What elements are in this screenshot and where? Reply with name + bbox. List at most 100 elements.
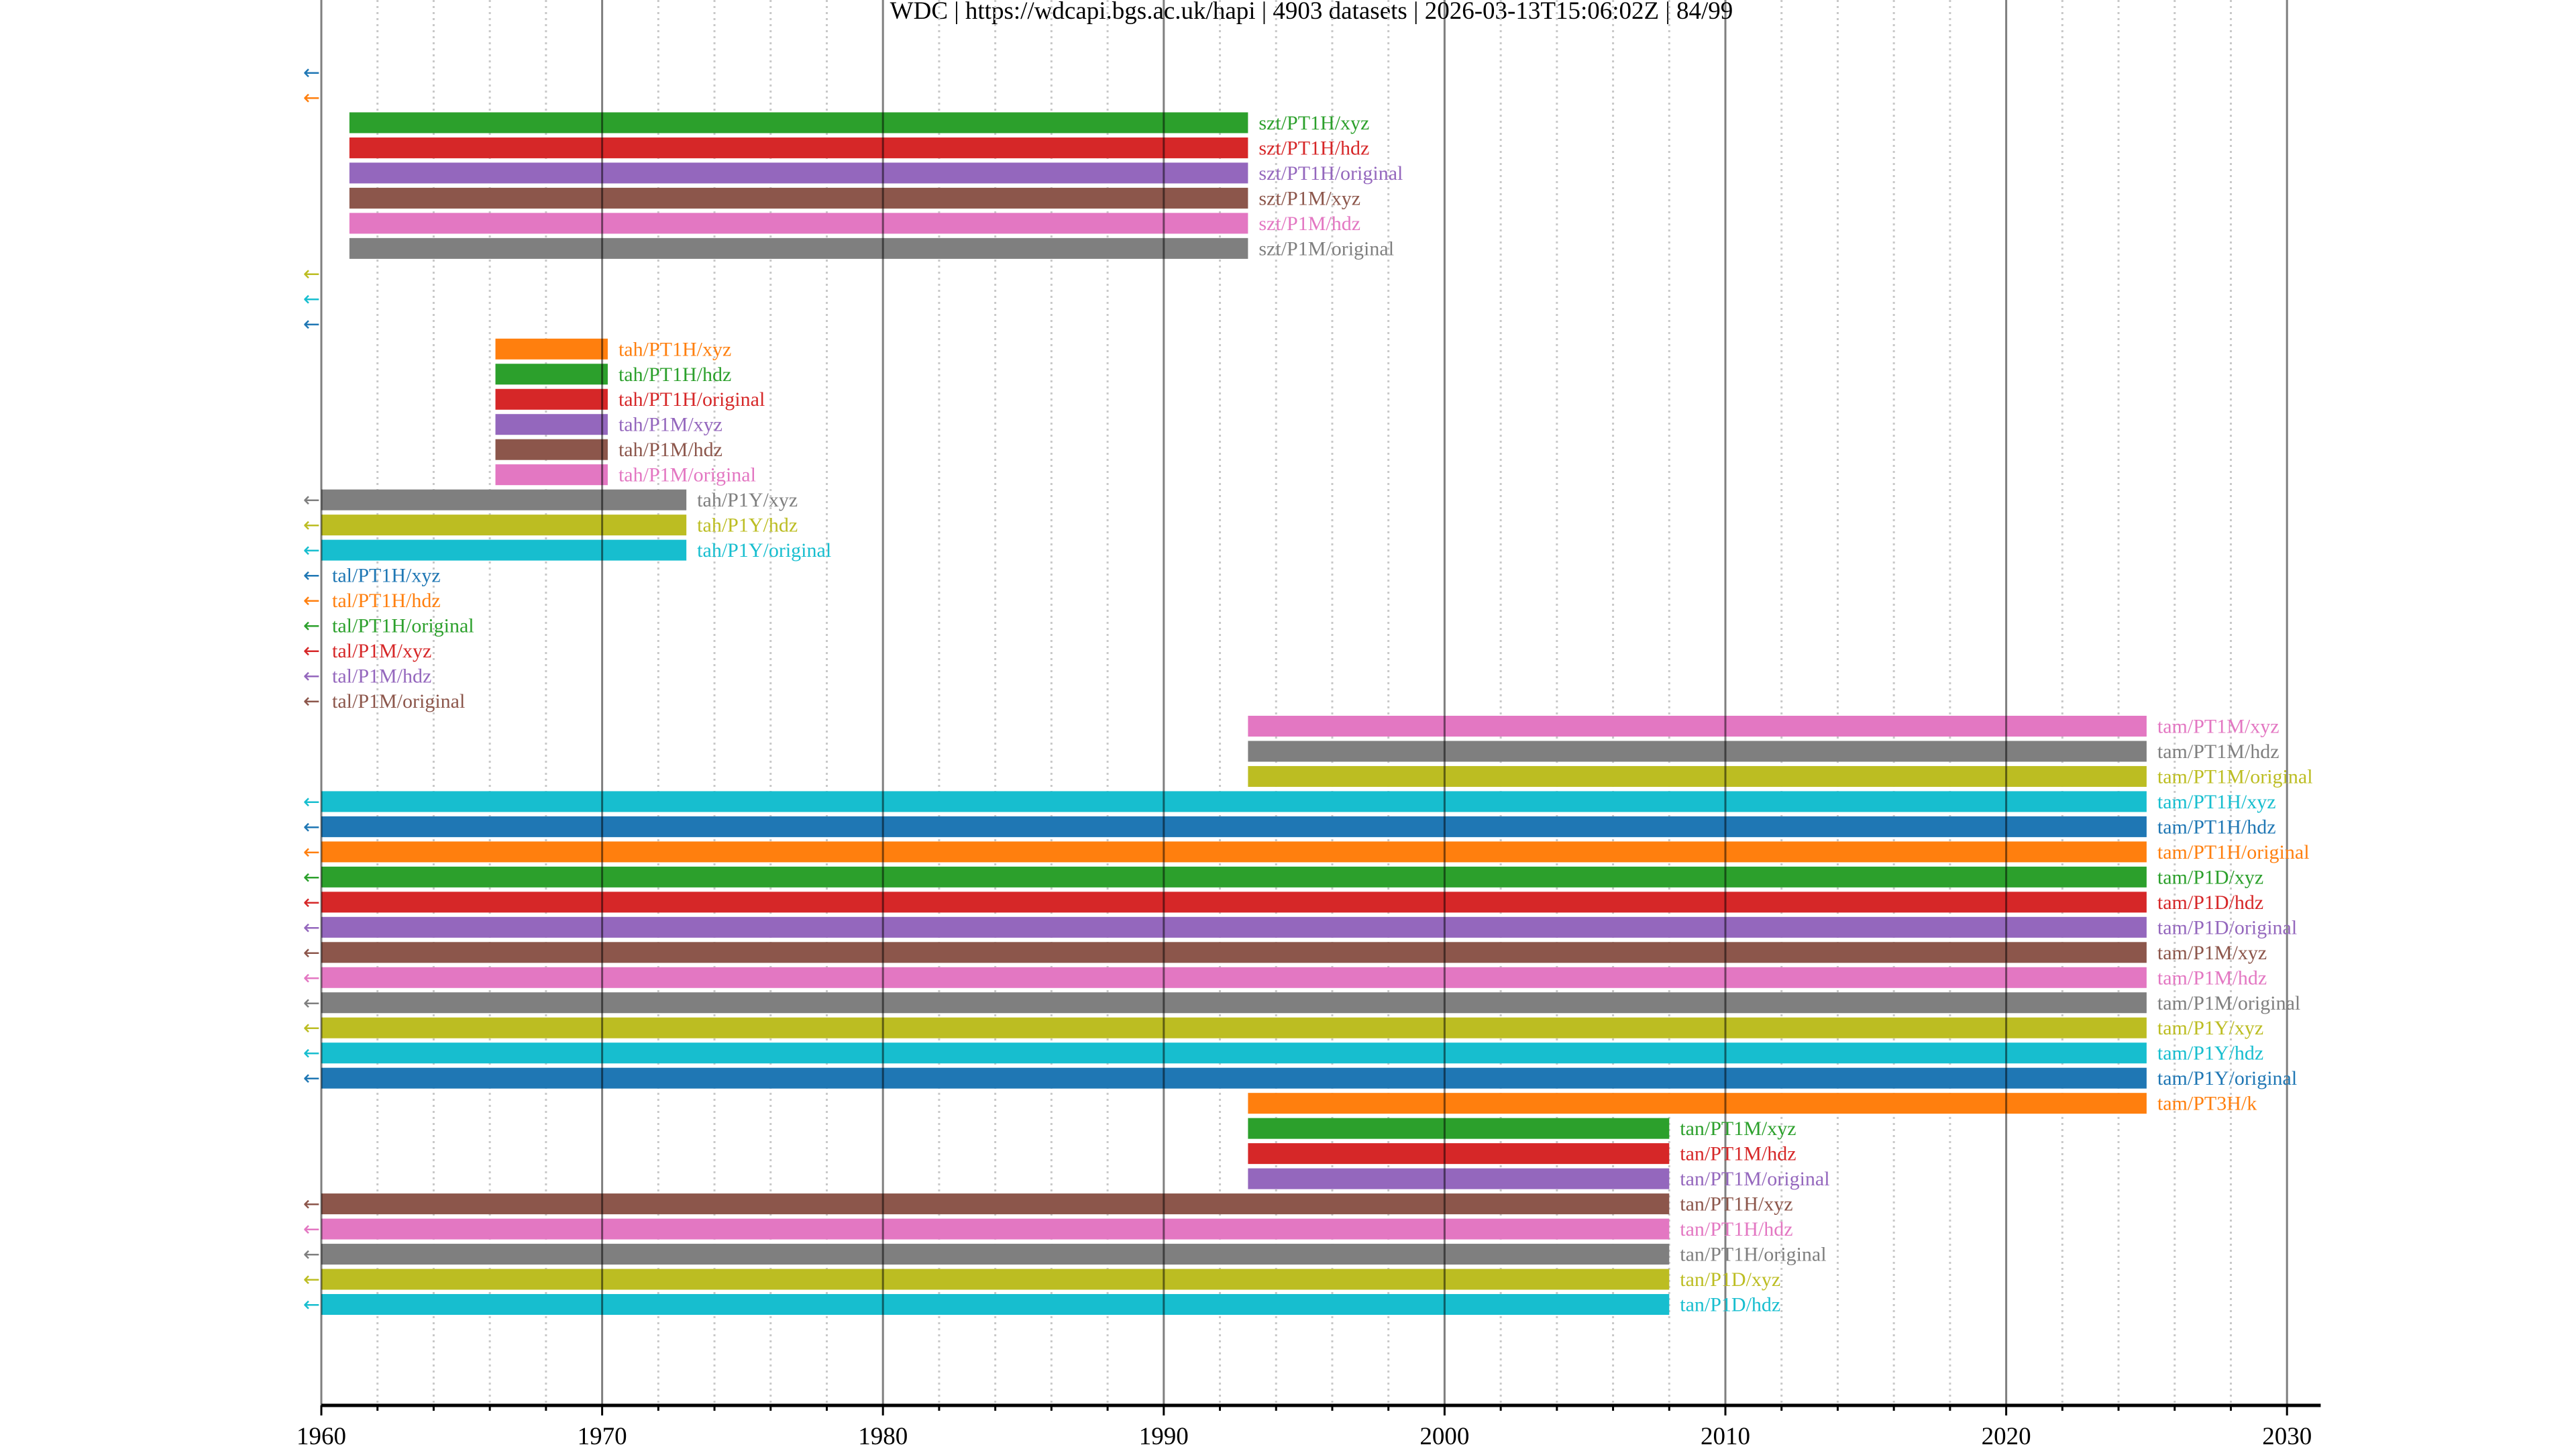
left-arrow-icon: ← [303, 589, 320, 612]
left-arrow-icon: ← [303, 841, 320, 864]
row-label: szt/PT1H/hdz [1258, 137, 1369, 159]
bar-tah-p1y-hdz [321, 515, 687, 536]
x-tick-label: 1970 [578, 1423, 627, 1449]
bar-szt-pt1h-original [349, 162, 1248, 184]
bar-tah-p1y-original [321, 539, 687, 561]
row-label: tam/P1M/hdz [2157, 967, 2267, 989]
row-label: tah/PT1H/hdz [619, 364, 731, 386]
bar-tan-p1d-xyz [321, 1269, 1670, 1290]
row-label: tam/P1D/original [2157, 916, 2297, 938]
left-arrow-icon: ← [303, 1016, 320, 1040]
bar-tam-pt1h-hdz [321, 816, 2147, 837]
row-label: tan/P1D/hdz [1680, 1294, 1780, 1316]
left-arrow-icon: ← [303, 916, 320, 939]
row-label: tam/PT1M/hdz [2157, 741, 2279, 763]
bar-tam-p1d-xyz [321, 866, 2147, 888]
row-label: tal/P1M/hdz [332, 665, 431, 688]
left-arrow-icon: ← [303, 1193, 320, 1216]
bar-tam-p1d-hdz [321, 892, 2147, 913]
left-arrow-icon: ← [303, 665, 320, 688]
row-label: tan/PT1M/xyz [1680, 1118, 1796, 1140]
left-arrow-icon: ← [303, 539, 320, 562]
row-label: szt/P1M/hdz [1258, 213, 1360, 235]
bar-tan-pt1h-xyz [321, 1193, 1670, 1215]
bar-szt-p1m-xyz [349, 187, 1248, 209]
bar-tam-pt1h-xyz [321, 791, 2147, 812]
bar-tan-pt1h-original [321, 1244, 1670, 1265]
row-label: tam/P1Y/xyz [2157, 1017, 2263, 1039]
row-label: tah/P1Y/xyz [697, 489, 798, 511]
x-tick-label: 1990 [1139, 1423, 1189, 1449]
x-tick-label: 1980 [858, 1423, 908, 1449]
left-arrow-icon: ← [303, 1067, 320, 1090]
bar-szt-p1m-original [349, 237, 1248, 259]
bar-tam-p1y-xyz [321, 1017, 2147, 1038]
bar-tah-pt1h-original [495, 388, 608, 410]
chart-title: WDC | https://wdcapi.bgs.ac.uk/hapi | 49… [890, 0, 1733, 25]
row-labels-group: szt/PT1H/xyz szt/PT1H/hdz szt/PT1H/origina… [332, 112, 2313, 1316]
row-label: tam/P1D/hdz [2157, 892, 2263, 914]
x-tick-label: 2000 [1419, 1423, 1469, 1449]
x-tick-label: 2020 [1982, 1423, 2031, 1449]
row-label: tah/P1M/original [619, 464, 756, 486]
bar-tam-p1y-original [321, 1067, 2147, 1089]
bar-tam-pt1m-hdz [1248, 741, 2147, 762]
row-label: tal/P1M/xyz [332, 640, 431, 662]
x-axis: 1960 1970 1980 1990 2000 2010 2020 2030 [297, 1403, 2321, 1449]
bar-szt-pt1h-xyz [349, 112, 1248, 133]
row-label: tah/P1Y/original [697, 539, 831, 561]
x-tick-label: 2030 [2262, 1423, 2312, 1449]
row-label: tam/P1D/xyz [2157, 866, 2263, 888]
bar-tah-pt1h-xyz [495, 338, 608, 360]
left-arrow-icon: ← [303, 86, 320, 109]
row-label: tal/PT1H/hdz [332, 590, 441, 612]
row-label: tam/P1M/original [2157, 992, 2300, 1014]
bar-tah-p1m-xyz [495, 414, 608, 435]
bars-group [321, 112, 2147, 1316]
bar-tam-p1m-hdz [321, 967, 2147, 988]
row-label: tam/P1M/xyz [2157, 942, 2267, 964]
left-arrow-icon: ← [303, 790, 320, 814]
row-label: szt/P1M/original [1258, 237, 1394, 260]
x-tick-label: 1960 [297, 1423, 346, 1449]
left-arrow-icon: ← [303, 614, 320, 638]
row-label: tam/PT1H/original [2157, 841, 2310, 863]
row-label: tam/PT1M/original [2157, 765, 2313, 788]
bar-tam-pt1m-xyz [1248, 715, 2147, 737]
left-arrow-icon: ← [303, 313, 320, 336]
bar-tan-pt1m-original [1248, 1168, 1670, 1189]
left-arrow-icon: ← [303, 941, 320, 965]
row-label: szt/PT1H/original [1258, 162, 1403, 184]
bar-tam-p1d-original [321, 916, 2147, 938]
row-label: tam/PT1H/xyz [2157, 791, 2276, 813]
left-arrow-icon: ← [303, 690, 320, 713]
bar-tan-pt1m-xyz [1248, 1118, 1670, 1139]
row-label: tah/PT1H/original [619, 388, 765, 411]
left-arrow-icon: ← [303, 815, 320, 839]
bar-tam-p1y-hdz [321, 1042, 2147, 1064]
bar-tan-pt1h-hdz [321, 1218, 1670, 1240]
row-label: tam/PT1H/hdz [2157, 816, 2276, 838]
row-label: tah/P1Y/hdz [697, 515, 798, 537]
bar-tam-pt1m-original [1248, 765, 2147, 787]
left-arrow-icon: ← [303, 287, 320, 311]
row-label: tam/PT1M/xyz [2157, 715, 2279, 737]
left-arrow-icon: ← [303, 966, 320, 989]
row-label: tam/P1Y/hdz [2157, 1042, 2263, 1065]
left-arrow-icon: ← [303, 514, 320, 537]
bar-tan-p1d-hdz [321, 1294, 1670, 1316]
x-tick-label: 2010 [1701, 1423, 1750, 1449]
left-arrow-icon: ← [303, 1293, 320, 1317]
left-arrow-icon: ← [303, 639, 320, 663]
bar-tah-p1m-original [495, 464, 608, 486]
left-arrow-icon: ← [303, 1042, 320, 1065]
left-arrow-icon: ← [303, 865, 320, 889]
arrows-group: ←←←←←←←←←←←←←←←←←←←←←←←←←←←←←←← [303, 61, 320, 1317]
left-arrow-icon: ← [303, 262, 320, 286]
bar-tah-p1m-hdz [495, 439, 608, 460]
bar-tah-pt1h-hdz [495, 364, 608, 385]
bar-tam-p1m-xyz [321, 942, 2147, 963]
bar-tam-pt3h-k [1248, 1093, 2147, 1114]
row-label: tah/P1M/hdz [619, 439, 722, 461]
